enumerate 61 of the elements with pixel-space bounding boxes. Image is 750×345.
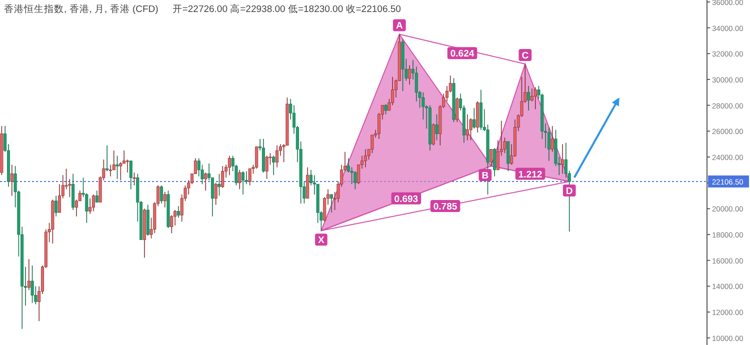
candlestick <box>160 185 163 204</box>
candlestick <box>408 64 412 86</box>
candlestick <box>119 162 122 181</box>
candlestick <box>550 126 554 152</box>
candlestick <box>276 144 279 168</box>
candlestick <box>30 265 34 304</box>
candlestick <box>469 118 472 141</box>
annotation: 0.693 <box>394 194 418 205</box>
candlestick <box>354 170 357 190</box>
candlestick <box>126 159 129 173</box>
candlestick <box>384 104 388 115</box>
candlestick <box>204 172 208 191</box>
annotation: C <box>522 50 529 62</box>
annotation: B <box>482 170 489 182</box>
candlestick <box>163 191 166 208</box>
candlestick <box>132 172 136 186</box>
candlestick <box>547 126 550 162</box>
candlestick <box>527 86 530 111</box>
candlestick <box>561 144 564 174</box>
candlestick <box>129 160 132 190</box>
candlestick <box>221 166 224 188</box>
candlestick <box>493 148 496 177</box>
candlestick <box>262 138 265 173</box>
annotation: 1.212 <box>518 169 542 180</box>
candlestick <box>72 173 75 210</box>
annotation: X <box>318 235 326 246</box>
candlestick <box>534 86 537 110</box>
candlestick <box>435 114 438 141</box>
candlestick <box>472 107 476 129</box>
candlestick <box>265 155 268 180</box>
candlestick <box>95 190 98 203</box>
candlestick <box>108 164 112 177</box>
candlestick <box>218 173 221 196</box>
chart-title: 香港恒生指数, 香港, 月, 香港 (CFD) <box>4 3 158 15</box>
candlestick <box>306 166 310 199</box>
candlestick <box>10 164 14 196</box>
candlestick <box>92 194 95 212</box>
candlestick <box>242 170 245 195</box>
candlestick <box>228 155 231 176</box>
candlestick <box>466 114 469 141</box>
annotation: 0.624 <box>450 48 475 60</box>
candlestick <box>54 195 58 217</box>
annotation: 0.785 <box>433 202 458 213</box>
candlestick <box>456 97 459 123</box>
candlestick <box>490 148 493 166</box>
candlestick <box>364 148 367 168</box>
chart-subtitle: 开=22726.00 高=22938.00 低=18230.00 收=22106.50 <box>172 3 401 15</box>
annotation: A <box>396 20 403 32</box>
annotation: D <box>566 186 573 197</box>
candlestick <box>88 198 92 214</box>
candlestick <box>506 141 510 172</box>
candlestick <box>432 123 435 146</box>
candlestick <box>272 155 276 176</box>
candlestick <box>214 182 218 206</box>
candlestick <box>238 170 242 190</box>
candlestick <box>330 194 333 213</box>
candlestick <box>27 258 30 290</box>
candlestick <box>106 144 109 172</box>
candlestick <box>248 168 252 186</box>
candlestick <box>176 206 180 218</box>
candlestick <box>116 155 119 180</box>
